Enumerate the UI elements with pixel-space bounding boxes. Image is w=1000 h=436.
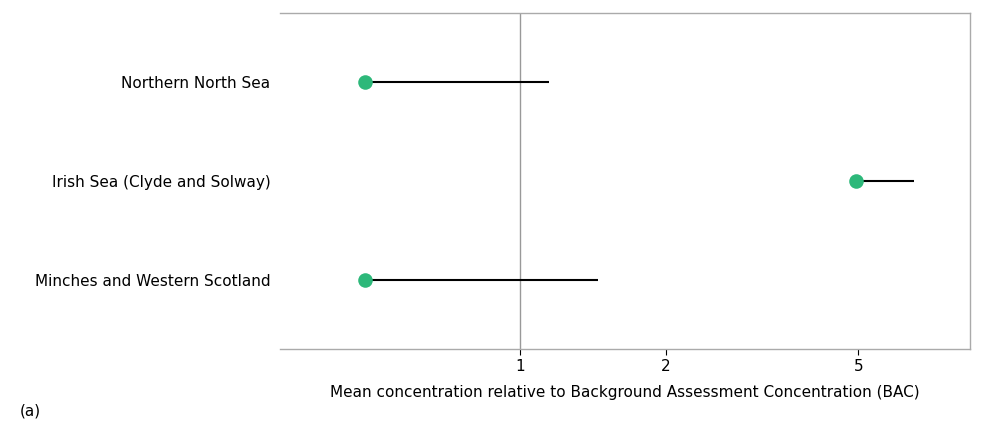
Point (848, 177, 864, 184)
X-axis label: Mean concentration relative to Background Assessment Concentration (BAC): Mean concentration relative to Backgroun… (330, 385, 920, 400)
Point (357, 79, 373, 86)
Point (357, 276, 373, 283)
Text: (a): (a) (20, 404, 41, 419)
